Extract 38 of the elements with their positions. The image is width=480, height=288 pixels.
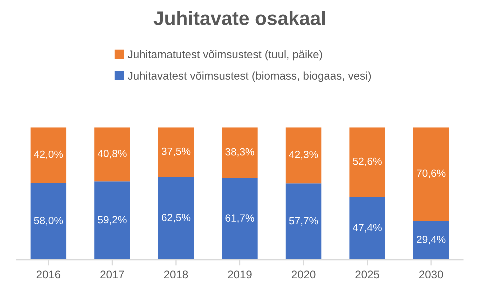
data-label: 58,0%: [34, 217, 64, 226]
data-label: 62,5%: [162, 214, 191, 223]
legend-label: Juhitavatest võimsustest (biomass, biogaas, vesi): [128, 72, 372, 82]
bar: [222, 128, 258, 178]
data-label: 42,0%: [34, 150, 64, 160]
data-label: 52,6%: [353, 158, 382, 166]
bar: [94, 128, 130, 182]
x-tick-label: 2025: [356, 270, 380, 279]
x-tick-label: 2016: [36, 270, 61, 279]
data-label: 42,3%: [289, 151, 318, 160]
x-tick-label: 2019: [228, 270, 252, 279]
bar: [158, 177, 194, 260]
data-label: 40,8%: [98, 150, 127, 159]
chart-title: Juhitavate osakaal: [154, 11, 326, 26]
data-label: 57,7%: [289, 217, 318, 226]
x-tick-label: 2018: [164, 270, 188, 279]
bar: [30, 183, 67, 260]
data-label: 29,4%: [417, 236, 446, 245]
bar: [158, 128, 194, 178]
bar: [30, 128, 67, 184]
bar: [413, 128, 450, 222]
bar: [413, 221, 450, 260]
bar: [222, 178, 258, 260]
data-label: 38,3%: [226, 148, 254, 157]
bar: [286, 184, 322, 260]
data-label: 61,7%: [226, 214, 254, 224]
data-label: 70,6%: [417, 170, 446, 178]
bar: [94, 182, 130, 260]
bar: [286, 128, 322, 184]
data-label: 37,5%: [162, 148, 191, 156]
x-tick-label: 2030: [420, 270, 444, 279]
x-tick-label: 2017: [100, 270, 124, 279]
x-tick-label: 2020: [292, 270, 316, 279]
legend-label: Juhitamatutest võimsustest (tuul, päike): [128, 50, 322, 61]
bar: [350, 197, 386, 260]
bar: [350, 128, 386, 198]
data-label: 59,2%: [98, 216, 127, 225]
data-label: 47,4%: [353, 224, 382, 233]
